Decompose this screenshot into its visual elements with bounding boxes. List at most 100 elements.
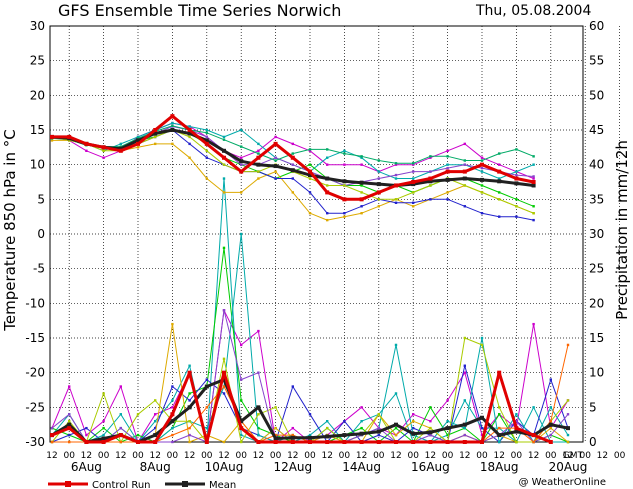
temp-point [257,170,260,173]
x-tick-label: 12 [81,451,92,461]
x-tick-label: 00 [373,451,385,461]
temp-point [170,114,175,119]
precip-point [154,399,157,402]
precip-point [394,433,398,437]
precip-point [50,440,54,444]
precip-point [188,433,191,437]
temp-point [187,131,192,136]
temp-point [480,159,484,162]
x-day-label: 14Aug [342,460,381,474]
temp-point [446,149,449,152]
temp-point [188,125,191,128]
temp-point [291,152,294,155]
precip-point [514,429,519,434]
temp-point [497,179,502,184]
y-right-tick-label: 45 [589,123,604,137]
precip-point [359,431,364,436]
temp-point [532,163,535,166]
precip-point [101,436,106,441]
temp-point [136,138,140,143]
precip-point [256,440,261,444]
x-tick-label: 00 [270,451,282,461]
temp-point [515,198,518,201]
temp-point [429,155,432,158]
temp-point [240,163,243,166]
precip-point [205,433,208,437]
temp-point [290,155,295,160]
precip-point [50,433,54,438]
temp-point [394,173,398,177]
temp-point [84,141,89,146]
temp-point [412,170,415,173]
temp-point [153,131,158,136]
temp-point [136,135,140,139]
temp-point [360,212,363,215]
precip-point [84,440,89,444]
temp-point [412,177,415,180]
x-axis: 12 00 12 00 12 00 12 00 12 00 12 00 12 00 12 00 12 00 12 00… [46,451,625,474]
x-tick-label: 12 [115,451,126,461]
precip-point [326,420,329,423]
precip-point [256,405,261,410]
precip-point [239,426,244,431]
precip-point [205,378,208,381]
temp-point [102,156,105,159]
temp-point [257,142,260,146]
temp-point [119,145,122,148]
x-tick-label: 12 [321,451,332,461]
precip-point [566,433,570,437]
precip-point [188,392,191,395]
precip-point [188,440,191,444]
precip-point [428,440,433,444]
x-tick-label: 00 [167,451,179,461]
temp-point [239,159,244,164]
x-tick-label: 12 [184,451,195,461]
precip-point [257,433,260,437]
precip-point [187,370,192,375]
precip-point [308,440,312,444]
precip-point [394,422,398,427]
temp-point [118,148,123,153]
temp-point [188,135,191,139]
temp-point [240,191,243,194]
legend-control-marker [65,481,71,487]
precip-point [480,336,484,340]
precip-point [515,440,518,444]
temp-point [204,138,209,143]
temp-point [480,184,484,187]
temp-point [118,146,123,151]
y-right-tick-label: 50 [589,88,604,102]
precip-point [446,433,449,437]
temp-point [119,142,122,146]
temp-point [498,215,501,218]
temp-point [412,162,415,165]
x-tick-label: 00 [339,451,351,461]
precip-point [532,406,535,409]
precip-point [188,420,191,423]
temp-point [463,159,466,162]
precip-point [68,433,71,437]
precip-point [497,433,502,438]
precip-point [359,440,364,444]
temp-point [257,149,260,152]
y-axis-right-label: Precipitation in mm/12h [613,140,631,320]
precip-point [240,399,243,402]
x-day-label: 12Aug [273,460,312,474]
temp-point [187,128,192,132]
precip-point [463,364,466,367]
temp-point [274,177,277,180]
x-tick-label: 00 [407,451,419,461]
temp-point [462,176,467,181]
precip-point [515,420,518,423]
temp-point [498,191,501,194]
temp-point [325,190,330,195]
precip-point [222,177,226,180]
precip-point [67,422,72,427]
temp-point [343,184,346,187]
temp-point [205,177,208,180]
temp-point [204,141,209,146]
precip-point [498,413,501,416]
y-right-tick-label: 30 [589,227,604,241]
temp-point [222,191,226,194]
temp-point [515,148,518,151]
